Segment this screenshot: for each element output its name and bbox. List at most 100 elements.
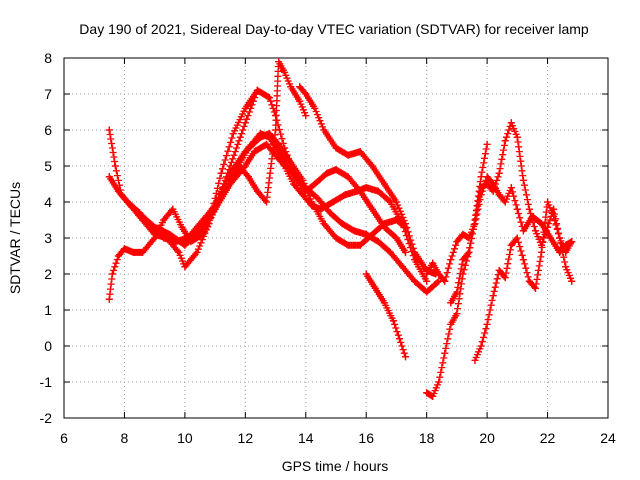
data-point: [507, 184, 515, 192]
data-point: [105, 173, 113, 181]
series-track-8: [362, 270, 409, 361]
data-point: [217, 169, 225, 177]
x-tick-label: 16: [358, 430, 374, 446]
y-tick-label: 4: [44, 194, 52, 210]
data-point: [302, 90, 310, 98]
data-point: [453, 310, 461, 318]
data-point: [320, 220, 328, 228]
data-point: [193, 248, 201, 256]
data-point: [108, 270, 116, 278]
data-point: [538, 248, 545, 256]
y-tick-label: 0: [44, 338, 52, 354]
data-point: [483, 140, 491, 148]
data-point: [241, 162, 249, 170]
y-axis: -2 -1 0 1 2 3 4 5 6 7 8: [40, 50, 608, 426]
data-point: [471, 216, 479, 224]
data-point: [139, 248, 147, 256]
data-point: [374, 187, 382, 195]
data-point: [362, 270, 370, 278]
series-track-12: [471, 198, 576, 364]
series-track-6: [226, 58, 310, 206]
data-point: [253, 86, 261, 94]
data-point: [344, 241, 352, 249]
data-point: [402, 220, 409, 228]
data-point: [495, 191, 503, 199]
data-point: [532, 284, 539, 292]
data-point: [356, 241, 364, 249]
data-point: [562, 248, 570, 256]
data-point: [281, 162, 289, 170]
data-point: [380, 180, 388, 188]
data-point: [538, 220, 545, 228]
data-point: [105, 126, 113, 134]
data-point: [263, 198, 270, 206]
data-point: [105, 295, 113, 303]
data-point: [287, 83, 295, 91]
data-point: [272, 151, 280, 159]
data-point: [356, 148, 364, 156]
data-point: [362, 184, 370, 192]
x-tick-label: 6: [60, 430, 68, 446]
y-tick-label: 2: [44, 266, 52, 282]
data-point: [544, 198, 552, 206]
data-point: [435, 378, 443, 386]
data-point: [299, 176, 307, 184]
data-point: [392, 216, 400, 224]
data-point: [166, 230, 174, 238]
data-point: [525, 205, 533, 213]
x-tick-label: 12: [238, 430, 254, 446]
data-point: [256, 133, 264, 141]
data-point: [399, 263, 406, 271]
data-point: [178, 223, 186, 231]
data-point: [350, 227, 358, 235]
data-point: [453, 288, 461, 296]
data-point: [501, 198, 509, 206]
data-point: [311, 180, 319, 188]
data-point: [411, 248, 419, 256]
data-point: [296, 83, 304, 91]
data-point: [314, 194, 322, 202]
data-point: [380, 299, 388, 307]
data-point: [556, 234, 564, 242]
data-point: [483, 173, 491, 181]
x-tick-label: 10: [177, 430, 193, 446]
data-point: [287, 158, 295, 166]
data-point: [562, 263, 570, 271]
data-point: [317, 205, 325, 213]
data-point: [320, 126, 328, 134]
series-track-9: [423, 173, 576, 285]
data-series: [105, 58, 576, 400]
data-point: [368, 205, 376, 213]
data-point: [501, 274, 509, 282]
data-point: [477, 342, 485, 350]
data-point: [435, 277, 443, 285]
data-point: [160, 234, 168, 242]
data-point: [302, 112, 310, 120]
x-tick-label: 8: [121, 430, 129, 446]
data-point: [275, 58, 283, 66]
chart-title: Day 190 of 2021, Sidereal Day-to-day VTE…: [79, 21, 589, 37]
series-track-5: [196, 140, 431, 285]
data-point: [136, 209, 144, 217]
x-axis: 6 8 10 12 14 16 18 20 22 24: [60, 58, 616, 446]
data-point: [226, 176, 234, 184]
x-axis-label: GPS time / hours: [282, 458, 389, 474]
data-point: [507, 241, 515, 249]
data-point: [139, 212, 147, 220]
data-point: [423, 270, 431, 278]
data-point: [429, 392, 437, 400]
data-point: [272, 126, 280, 134]
data-point: [447, 299, 455, 307]
data-point: [402, 353, 409, 361]
data-point: [386, 248, 394, 256]
data-point: [513, 205, 521, 213]
y-axis-label: SDTVAR / TECUs: [7, 182, 23, 294]
data-point: [513, 234, 521, 242]
data-point: [483, 180, 491, 188]
data-point: [329, 198, 337, 206]
data-point: [441, 349, 449, 357]
data-point: [160, 216, 168, 224]
data-point: [435, 270, 443, 278]
data-point: [169, 205, 177, 213]
